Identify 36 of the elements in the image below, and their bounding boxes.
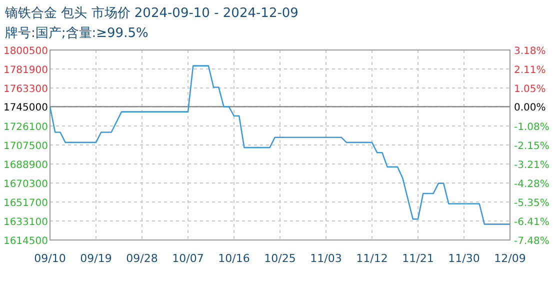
y-tick-label: 1614500: [3, 236, 48, 247]
x-tick-label: 12/09: [494, 252, 526, 265]
line-series: [49, 65, 511, 225]
y2-tick-label: 2.11%: [514, 65, 546, 76]
y2-tick-label: -1.08%: [514, 122, 550, 133]
y-tick-label: 1633100: [3, 217, 48, 228]
y-tick-label: 1670300: [3, 179, 48, 190]
x-tick-label: 09/10: [34, 252, 66, 265]
x-tick-label: 09/28: [126, 252, 158, 265]
y-tick-label: 1745000: [3, 102, 48, 114]
y2-tick-label: 0.00%: [514, 102, 546, 114]
x-tick-label: 11/12: [356, 252, 388, 265]
y-tick-label: 1688900: [3, 160, 48, 171]
chart-subtitle: 牌号:国产;含量:≥99.5%: [5, 26, 148, 41]
y2-tick-label: -3.21%: [514, 160, 550, 171]
x-tick-label: 11/30: [448, 252, 480, 265]
y-tick-label: 1707500: [3, 141, 48, 152]
y2-tick-label: -2.15%: [514, 141, 550, 152]
y-tick-label: 1781900: [3, 65, 48, 76]
y-tick-label: 1800500: [3, 46, 48, 57]
chart-title: 镝铁合金 包头 市场价 2024-09-10 - 2024-12-09: [4, 6, 298, 21]
y-tick-label: 1763300: [3, 84, 48, 95]
y2-tick-label: -4.28%: [514, 178, 550, 190]
y2-tick-label: -5.35%: [514, 198, 550, 210]
y2-tick-label: 3.18%: [514, 46, 546, 57]
y2-tick-label: 1.05%: [514, 84, 546, 95]
x-tick-label: 10/16: [218, 252, 250, 265]
x-tick-label: 11/03: [310, 252, 342, 265]
x-tick-label: 10/07: [172, 252, 204, 265]
x-tick-label: 10/25: [264, 252, 296, 265]
y2-tick-label: -7.48%: [514, 236, 550, 247]
x-tick-label: 09/19: [80, 252, 112, 265]
x-tick-label: 11/21: [402, 252, 434, 265]
y-tick-label: 1651700: [3, 198, 48, 209]
y-tick-label: 1726100: [3, 122, 48, 133]
y2-tick-label: -6.41%: [514, 216, 550, 228]
